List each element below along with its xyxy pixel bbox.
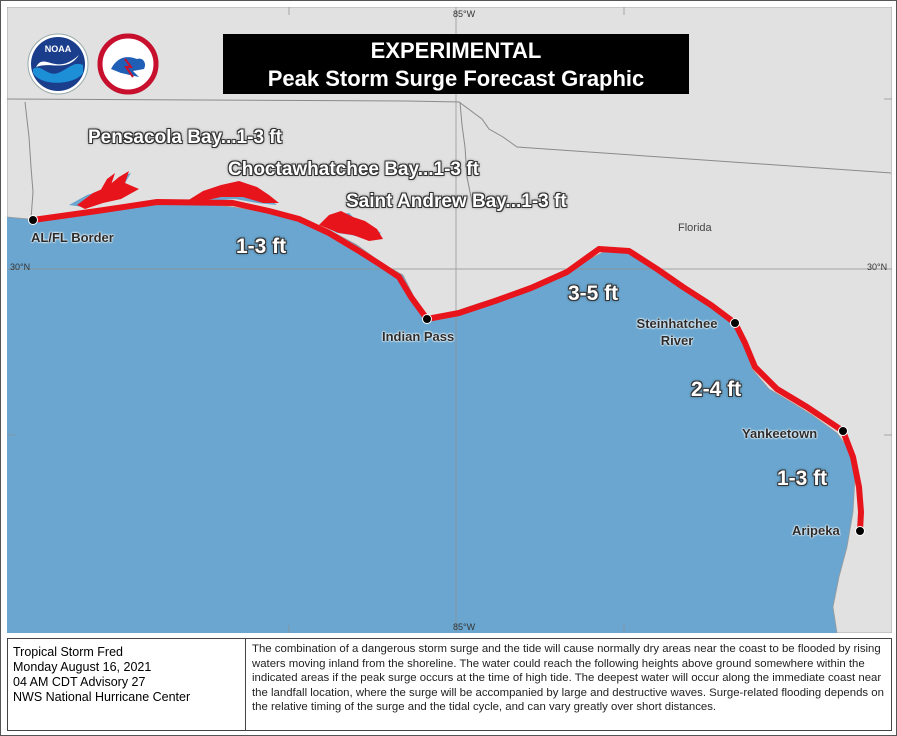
surge-map: 85°W 85°W 30°N 30°N Florida AL/FL Border… [7,7,892,633]
state-border-ga [459,101,474,208]
state-border-al-west [24,101,34,220]
range-label-4: 1-3 ft [777,467,828,490]
range-label-3: 2-4 ft [691,378,742,401]
place-label-steinhatchee-2: River [660,333,694,348]
bay-label-saint-andrew: Saint Andrew Bay...1-3 ft [346,191,567,212]
location-markers [28,215,865,536]
place-label-aripeka: Aripeka [792,523,840,538]
location-marker [28,215,38,225]
location-marker [422,314,432,324]
issuing-center: NWS National Hurricane Center [13,690,191,704]
lat-label-left: 30°N [10,262,31,272]
advisory-date: Monday August 16, 2021 [13,660,152,674]
place-label-indian-pass: Indian Pass [382,329,455,344]
lat-label-right: 30°N [867,262,888,272]
advisory-info: Tropical Storm Fred Monday August 16, 20… [8,639,246,730]
range-label-2: 3-5 ft [568,282,619,305]
inland-surge-areas [77,171,383,241]
agency-logos: NOAA [27,33,167,95]
graticule [7,7,892,633]
state-border-al-fl [7,98,892,174]
place-label-steinhatchee-1: Steinhatchee [636,316,718,331]
title-line-1: EXPERIMENTAL [370,38,542,63]
bay-label-choctawhatchee: Choctawhatchee Bay...1-3 ft [228,159,479,180]
noaa-logo: NOAA [27,33,159,95]
state-label-florida: Florida [678,222,712,234]
title-line-2: Peak Storm Surge Forecast Graphic [267,66,645,91]
advisory-footer: Tropical Storm Fred Monday August 16, 20… [7,638,892,731]
location-marker [855,526,865,536]
map-canvas [7,7,892,633]
surge-description: The combination of a dangerous storm sur… [252,643,884,714]
bay-label-pensacola: Pensacola Bay...1-3 ft [88,127,282,148]
noaa-logo-text: NOAA [45,44,72,54]
lon-label-top: 85°W [453,9,476,19]
place-label-al-fl-border: AL/FL Border [31,230,114,245]
location-marker [838,426,848,436]
lon-label-bottom: 85°W [453,622,476,632]
advisory-number: 04 AM CDT Advisory 27 [13,675,146,689]
place-label-yankeetown: Yankeetown [742,426,818,441]
range-label-1: 1-3 ft [236,235,287,258]
location-marker [730,318,740,328]
surge-coastline [30,199,864,534]
graphic-title: EXPERIMENTAL Peak Storm Surge Forecast G… [223,34,689,94]
storm-name: Tropical Storm Fred [13,645,123,659]
